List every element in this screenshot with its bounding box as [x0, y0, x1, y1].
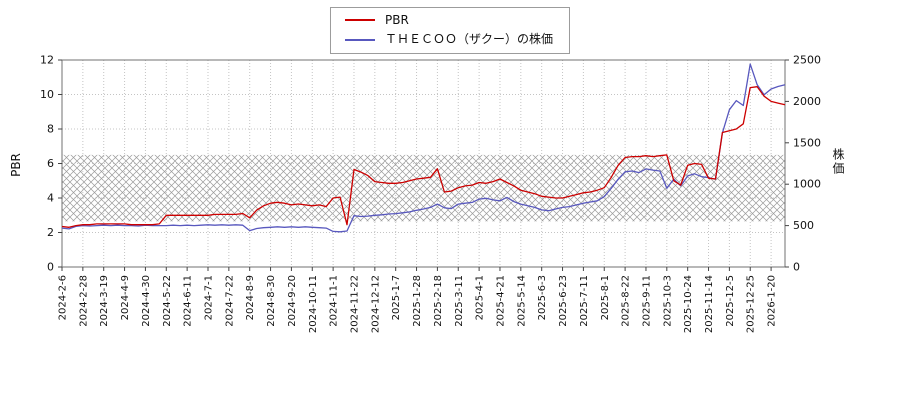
svg-text:2024-2-6: 2024-2-6 — [58, 275, 69, 320]
pbr-reference-band — [62, 154, 785, 222]
svg-text:2024-8-30: 2024-8-30 — [266, 275, 277, 327]
svg-text:2024-8-9: 2024-8-9 — [245, 275, 256, 320]
svg-text:2024-4-9: 2024-4-9 — [120, 275, 131, 320]
svg-text:2024-2-28: 2024-2-28 — [78, 275, 89, 327]
svg-text:6: 6 — [47, 157, 54, 170]
svg-text:2500: 2500 — [793, 54, 821, 67]
svg-text:2025-8-1: 2025-8-1 — [600, 275, 611, 320]
svg-text:2025-10-3: 2025-10-3 — [662, 275, 673, 327]
svg-text:2025-3-11: 2025-3-11 — [454, 275, 465, 327]
svg-text:8: 8 — [47, 123, 54, 136]
svg-text:2025-6-3: 2025-6-3 — [537, 275, 548, 320]
legend-item-price: ＴＨＥＣＯＯ（ザクー）の株価 — [344, 32, 554, 47]
svg-text:2026-1-20: 2026-1-20 — [767, 275, 778, 327]
svg-text:4: 4 — [47, 192, 54, 205]
svg-text:2025-1-28: 2025-1-28 — [412, 275, 423, 327]
svg-text:2024-3-19: 2024-3-19 — [99, 275, 110, 327]
svg-text:2024-4-30: 2024-4-30 — [141, 275, 152, 327]
legend-label-price: ＴＨＥＣＯＯ（ザクー）の株価 — [384, 32, 554, 47]
svg-text:0: 0 — [793, 261, 800, 274]
svg-text:2025-4-1: 2025-4-1 — [475, 275, 486, 320]
svg-text:2025-9-11: 2025-9-11 — [641, 275, 652, 327]
stock-price-line — [61, 63, 786, 233]
svg-text:0: 0 — [47, 261, 54, 274]
svg-text:2025-1-7: 2025-1-7 — [391, 275, 402, 320]
legend-item-pbr: PBR — [344, 13, 553, 27]
svg-text:2025-8-22: 2025-8-22 — [621, 275, 632, 327]
svg-text:1000: 1000 — [793, 178, 821, 191]
svg-text:2000: 2000 — [793, 95, 821, 108]
right-axis-title: 株価 — [831, 148, 845, 176]
svg-text:2024-10-11: 2024-10-11 — [308, 275, 319, 333]
svg-text:2024-11-22: 2024-11-22 — [349, 275, 360, 333]
pbr-line-swatch — [344, 19, 375, 22]
svg-text:2024-12-12: 2024-12-12 — [370, 275, 381, 333]
svg-text:2025-2-18: 2025-2-18 — [433, 275, 444, 327]
svg-text:500: 500 — [793, 219, 814, 232]
svg-text:2025-7-11: 2025-7-11 — [579, 275, 590, 327]
svg-text:1500: 1500 — [793, 136, 821, 149]
svg-text:2024-7-1: 2024-7-1 — [203, 275, 214, 320]
svg-text:2025-11-14: 2025-11-14 — [704, 275, 715, 333]
svg-text:2025-12-25: 2025-12-25 — [746, 275, 757, 333]
svg-text:10: 10 — [40, 88, 54, 101]
svg-text:2025-6-23: 2025-6-23 — [558, 275, 569, 327]
svg-text:2025-10-24: 2025-10-24 — [683, 275, 694, 333]
price-line-swatch — [344, 38, 375, 41]
svg-text:12: 12 — [40, 54, 54, 67]
svg-text:2025-4-21: 2025-4-21 — [495, 275, 506, 327]
pbr-line — [61, 86, 786, 228]
svg-text:2024-6-11: 2024-6-11 — [183, 275, 194, 327]
svg-text:2: 2 — [47, 226, 54, 239]
legend-label-pbr: PBR — [384, 13, 409, 27]
left-axis-title: PBR — [8, 153, 23, 177]
svg-text:2024-5-22: 2024-5-22 — [162, 275, 173, 327]
svg-text:2025-5-14: 2025-5-14 — [516, 275, 527, 327]
svg-text:2024-9-20: 2024-9-20 — [287, 275, 298, 327]
svg-text:2025-12-5: 2025-12-5 — [725, 275, 736, 327]
svg-text:2024-7-22: 2024-7-22 — [224, 275, 235, 327]
chart-legend: PBR ＴＨＥＣＯＯ（ザクー）の株価 — [329, 7, 571, 54]
svg-text:2024-11-1: 2024-11-1 — [329, 275, 340, 327]
